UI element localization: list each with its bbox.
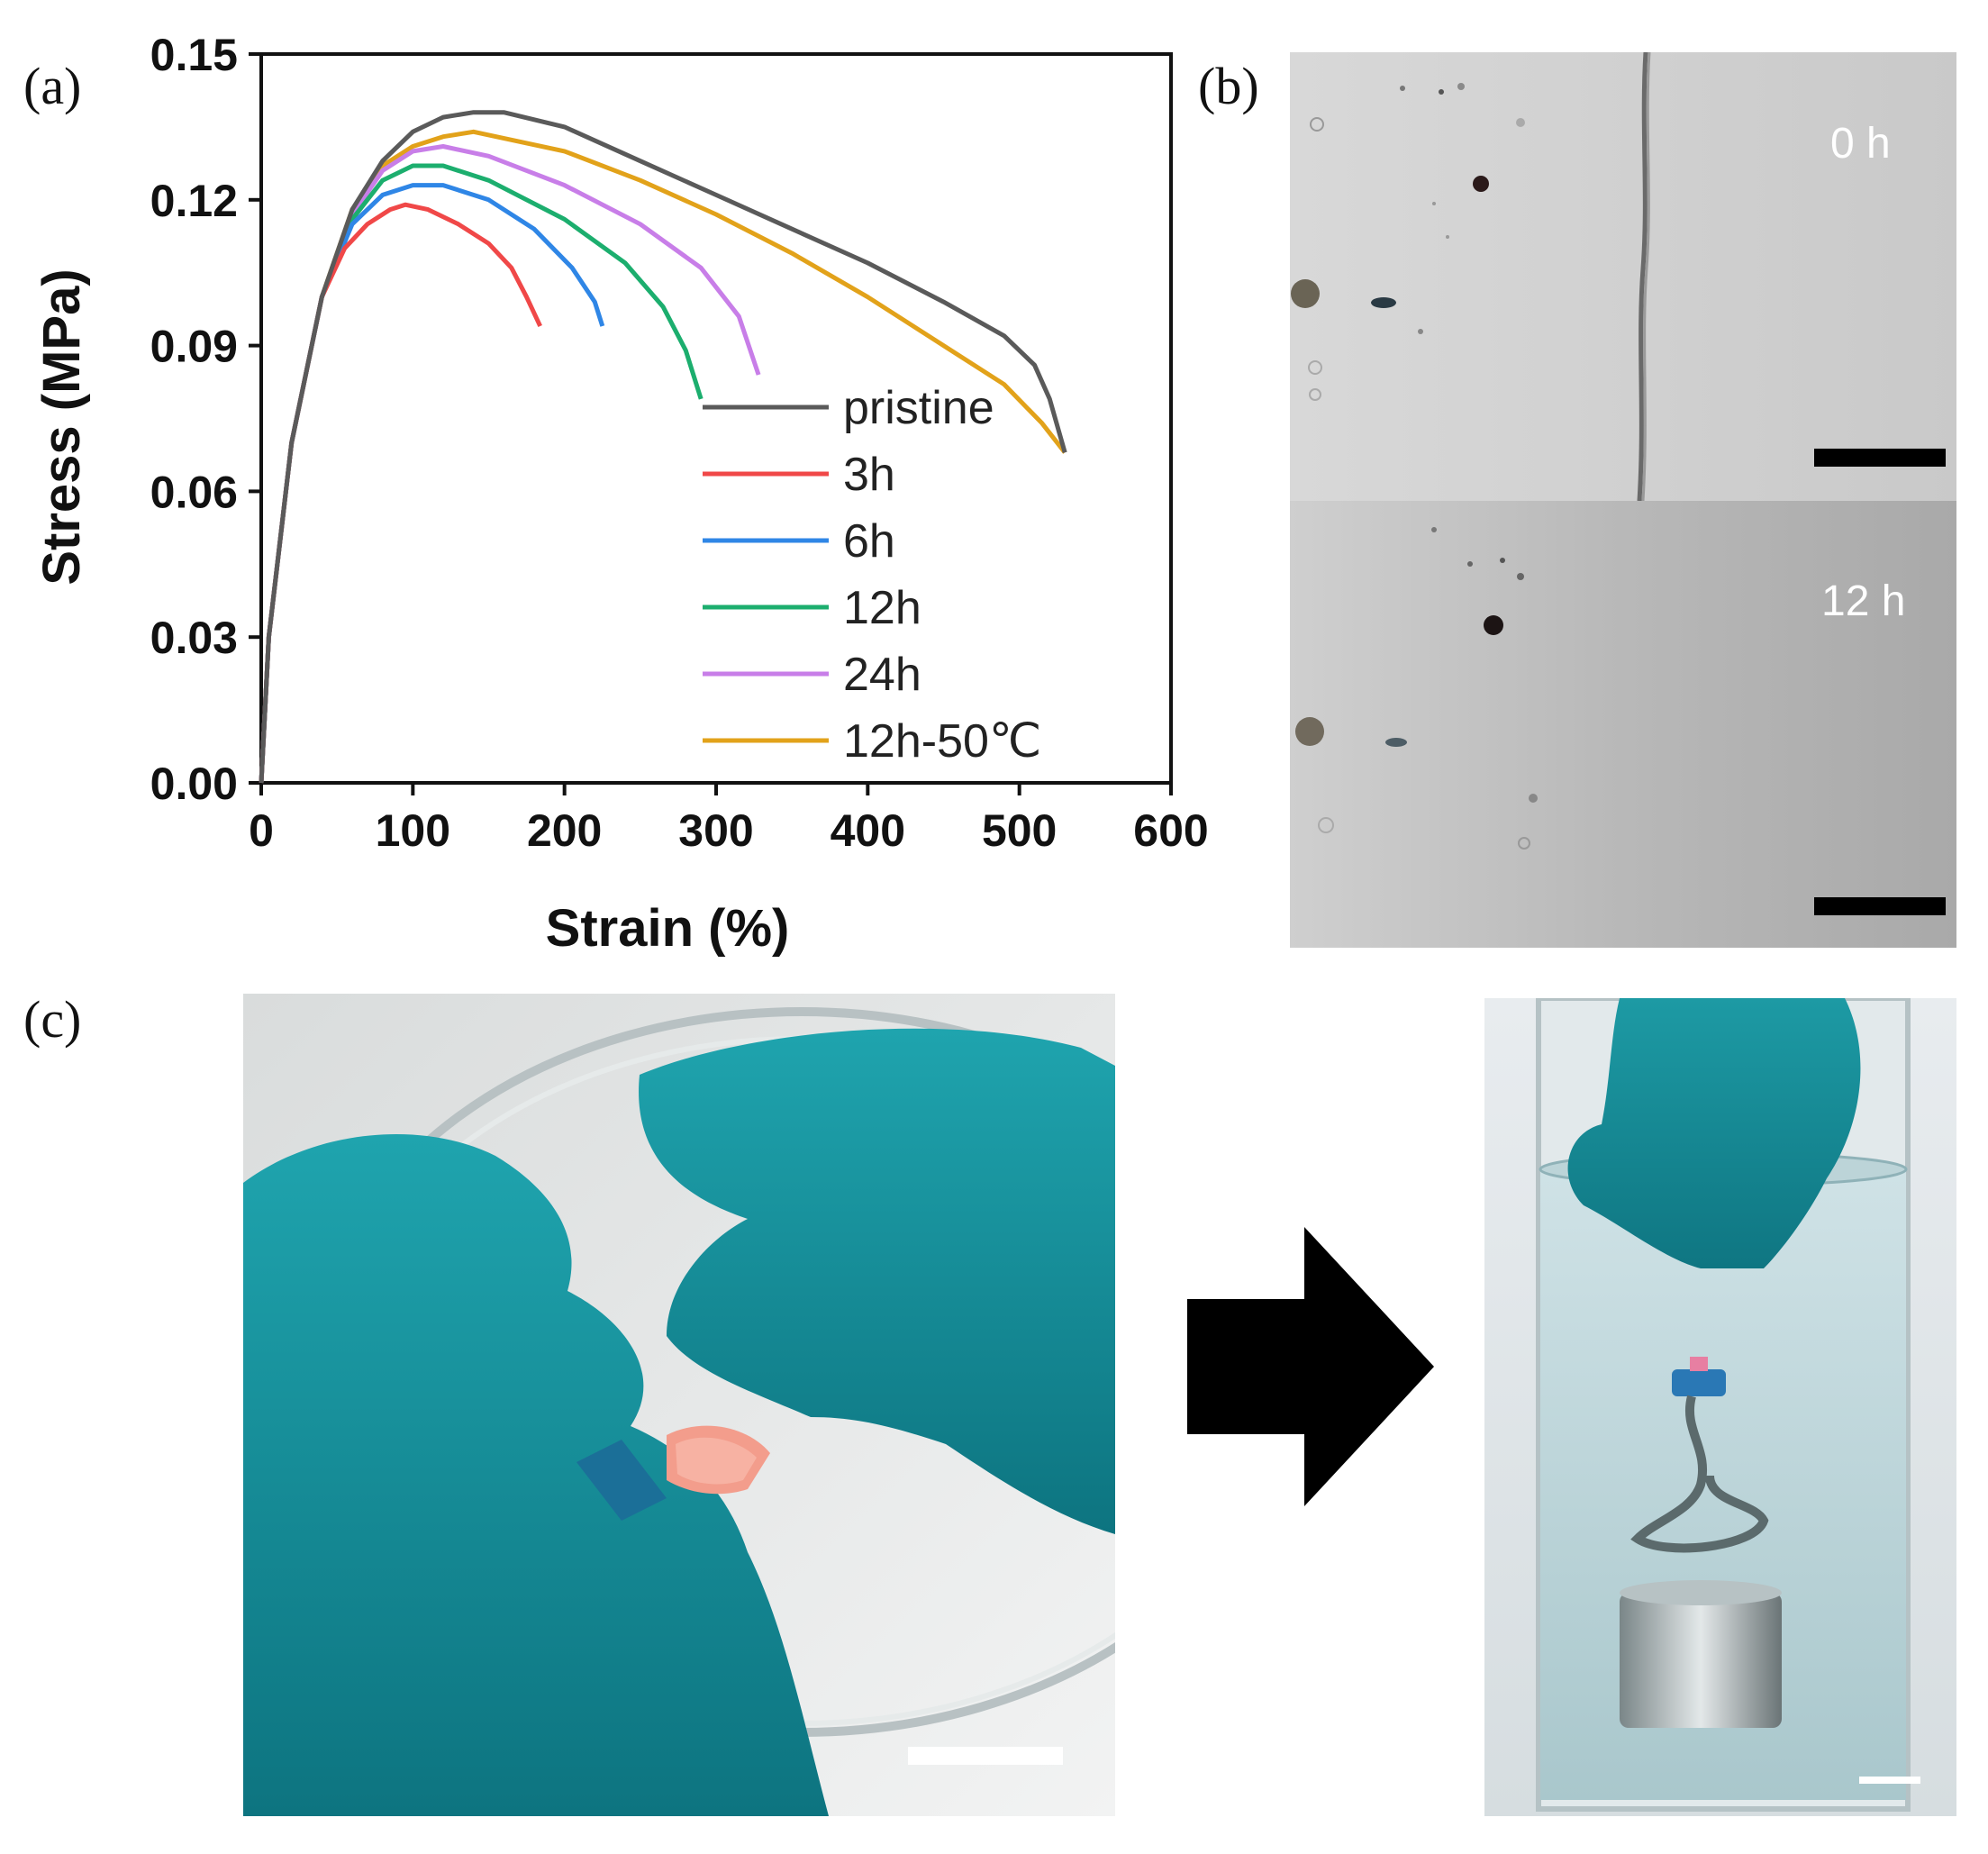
series-line-6h <box>259 183 605 784</box>
micrograph-0h-label: 0 h <box>1830 120 1891 168</box>
scale-bar <box>1814 449 1946 467</box>
series-line-pristine <box>259 110 1067 784</box>
y-tick-label: 0.03 <box>150 613 238 663</box>
legend-label: 6h <box>843 515 895 568</box>
micrograph-12h-image <box>1290 501 1956 948</box>
x-tick-label: 400 <box>831 805 905 856</box>
panel-label-c: (c) <box>23 990 82 1049</box>
x-tick-label: 0 <box>249 805 274 856</box>
y-tick-label: 0.00 <box>150 759 238 809</box>
photo-weight-underwater <box>1484 998 1956 1816</box>
y-axis-label: Stress (MPa) <box>32 268 91 585</box>
x-tick-label: 300 <box>678 805 753 856</box>
y-tick-label: 0.06 <box>150 467 238 517</box>
series-line-3h <box>259 202 542 784</box>
photo-repair-in-dish <box>243 994 1115 1816</box>
y-tick-label: 0.09 <box>150 322 238 372</box>
legend-label: 3h <box>843 449 895 501</box>
x-axis-label: Strain (%) <box>546 899 790 958</box>
legend-label: 12h <box>843 582 921 634</box>
legend-label: pristine <box>843 382 994 434</box>
x-tick-label: 500 <box>982 805 1057 856</box>
legend-label: 24h <box>843 649 921 701</box>
micrograph-0h: 0 h <box>1290 52 1956 501</box>
chart-series <box>259 110 1067 784</box>
y-tick-label: 0.12 <box>150 176 238 226</box>
y-tick-label: 0.15 <box>150 30 238 80</box>
series-line-12h-50℃ <box>259 129 1067 784</box>
panel-label-b: (b) <box>1198 57 1259 115</box>
panel-label-a: (a) <box>23 57 82 115</box>
micrograph-0h-image <box>1290 52 1956 501</box>
x-tick-label: 600 <box>1133 805 1208 856</box>
micrograph-12h: 12 h <box>1290 501 1956 948</box>
photo-repair-image <box>243 994 1115 1816</box>
legend-label: 12h-50℃ <box>843 715 1041 768</box>
chart-axes: 0 100 200 300 400 500 600 0.00 0.03 0.06 0.09 0.12 0… <box>150 30 1209 856</box>
series-line-24h <box>259 144 761 784</box>
stress-strain-chart: 0 100 200 300 400 500 600 0.00 0.03 0.06 0.09 0.12 0… <box>32 30 1209 958</box>
scale-bar <box>1814 897 1946 915</box>
chart-legend: pristine 3h 6h 12h 24h 12h-50℃ <box>703 382 1041 768</box>
x-tick-label: 200 <box>527 805 602 856</box>
arrow-right-icon <box>1187 1227 1434 1506</box>
series-line-12h <box>259 163 704 784</box>
micrograph-12h-label: 12 h <box>1821 577 1906 625</box>
photo-weight-image <box>1484 998 1956 1816</box>
x-tick-label: 100 <box>376 805 450 856</box>
